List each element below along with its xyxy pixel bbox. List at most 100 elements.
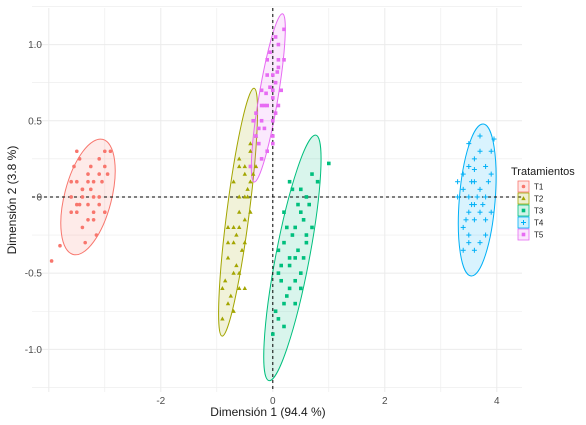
point-t3: [304, 195, 309, 199]
point-t4: [477, 148, 483, 154]
point-t4: [466, 194, 472, 200]
point-t1: [105, 172, 110, 176]
point-t3: [273, 309, 278, 314]
point-t3: [276, 317, 281, 321]
point-t1: [72, 164, 76, 169]
point-t1: [86, 218, 90, 222]
point-t2: [225, 240, 231, 245]
point-t3: [282, 324, 286, 329]
point-t3: [276, 248, 281, 253]
point-t1: [58, 243, 62, 248]
point-t4: [477, 186, 483, 192]
y-tick-label: 1.0: [28, 40, 42, 51]
point-t4: [455, 194, 461, 200]
point-t5: [276, 42, 281, 47]
point-t1: [77, 202, 82, 207]
point-t1: [97, 157, 101, 161]
point-t4: [483, 232, 489, 238]
point-t5: [265, 58, 269, 62]
point-t4: [477, 209, 483, 215]
point-t4: [474, 194, 480, 200]
point-t1: [91, 179, 96, 184]
point-t3: [282, 210, 286, 214]
point-t1: [86, 202, 90, 207]
legend-item-t3: T3: [517, 204, 544, 217]
point-t3: [271, 332, 275, 336]
point-t2: [245, 194, 250, 199]
point-t2: [225, 301, 231, 306]
point-t4: [469, 179, 475, 185]
point-t5: [276, 65, 281, 70]
y-tick-label: 0.5: [28, 116, 42, 127]
legend-label: T1: [534, 183, 544, 192]
point-t3: [301, 256, 306, 260]
point-t4: [471, 156, 477, 162]
point-t5: [251, 118, 255, 123]
legend-item-t5: T5: [517, 228, 544, 241]
point-t4: [460, 186, 466, 192]
point-t5: [271, 141, 275, 146]
point-t4: [488, 209, 494, 215]
point-t1: [83, 240, 87, 245]
point-t2: [231, 308, 236, 313]
point-t3: [287, 256, 292, 260]
point-t2: [242, 285, 247, 290]
point-t4: [471, 247, 477, 253]
point-t4: [463, 217, 469, 223]
point-t3: [290, 233, 295, 237]
y-tick-label: -0.5: [25, 269, 43, 280]
point-t2: [225, 225, 231, 230]
point-t4: [491, 136, 497, 142]
point-t2: [237, 209, 242, 214]
point-t5: [271, 134, 275, 138]
point-t3: [290, 187, 295, 192]
point-t3: [299, 210, 303, 214]
point-t2: [231, 270, 236, 275]
point-t2: [234, 263, 239, 268]
point-t4: [483, 194, 489, 200]
point-t2: [237, 164, 242, 169]
point-t5: [273, 80, 278, 85]
point-t4: [480, 202, 486, 208]
x-tick-label: -2: [156, 396, 165, 407]
point-t1: [94, 233, 99, 237]
point-t4: [488, 148, 494, 154]
point-t1: [100, 179, 104, 184]
point-t5: [279, 88, 283, 93]
point-t3: [279, 263, 283, 268]
point-t3: [304, 233, 309, 237]
point-t1: [80, 225, 85, 230]
legend-item-t4: T4: [517, 216, 544, 229]
point-t3: [287, 286, 292, 291]
point-t3: [296, 248, 300, 253]
point-t2: [248, 148, 253, 153]
point-t1: [75, 179, 79, 184]
point-t5: [265, 149, 269, 154]
point-t3: [299, 271, 303, 275]
point-t2: [237, 225, 242, 230]
point-t2: [220, 316, 225, 321]
point-t5: [257, 126, 261, 131]
point-t1: [69, 210, 73, 214]
point-t4: [455, 179, 461, 185]
point-t5: [271, 73, 275, 77]
point-t3: [293, 225, 297, 230]
y-tick-label: -1.0: [25, 345, 43, 356]
point-t5: [254, 111, 258, 115]
point-t1: [103, 164, 107, 169]
point-t2: [223, 278, 228, 283]
reference-lines: [32, 8, 522, 392]
point-t5: [254, 134, 258, 138]
point-t1: [75, 149, 79, 154]
point-t4: [466, 240, 472, 246]
point-t3: [282, 301, 286, 306]
point-t4: [460, 247, 466, 253]
point-t1: [108, 149, 113, 154]
point-t5: [259, 88, 264, 93]
x-axis-ticks: -2 0 2 4: [156, 396, 500, 407]
x-tick-label: 0: [270, 396, 276, 407]
point-t3: [279, 278, 283, 283]
point-t5: [276, 103, 281, 108]
point-t3: [304, 240, 309, 245]
